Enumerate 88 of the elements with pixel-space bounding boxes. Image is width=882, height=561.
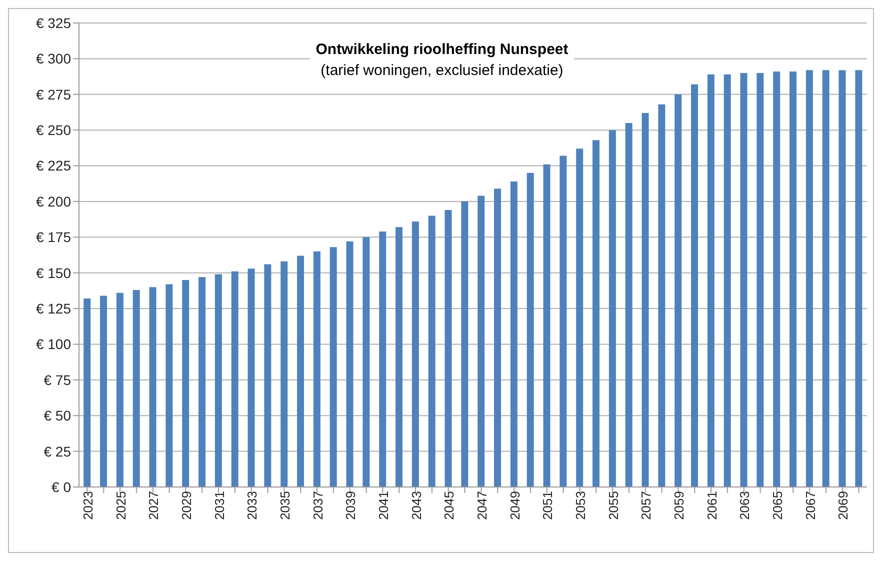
x-tick-label: 2039 (343, 491, 358, 520)
bar (379, 231, 386, 487)
bar (149, 287, 156, 487)
bar (756, 72, 764, 487)
bar (526, 172, 534, 487)
bar (724, 74, 731, 487)
bar (264, 264, 272, 487)
bar (560, 156, 567, 487)
bar (740, 72, 748, 487)
x-tick-label: 2063 (737, 491, 752, 520)
y-tick-label: € 225 (36, 158, 72, 174)
bar (166, 284, 173, 487)
x-tick-label: 2061 (704, 491, 720, 520)
x-tick-label: 2031 (212, 491, 227, 520)
bar (198, 277, 206, 487)
bar (428, 216, 436, 487)
x-tick-label: 2057 (638, 491, 654, 520)
bar (412, 221, 419, 487)
y-tick-label: € 200 (36, 193, 72, 210)
y-tick-label: € 50 (44, 408, 72, 424)
x-tick-label: 2069 (836, 491, 851, 520)
x-tick-label: 2045 (442, 491, 457, 520)
x-tick-label: 2029 (178, 491, 194, 520)
y-tick-label: € 275 (36, 86, 72, 102)
bar (855, 70, 862, 487)
x-tick-label: 2025 (113, 491, 128, 520)
bar (346, 241, 354, 487)
y-tick-label: € 100 (36, 336, 72, 352)
x-tick-label: 2037 (310, 491, 326, 520)
bar (297, 256, 304, 487)
bar (84, 298, 91, 487)
y-tick-label: € 325 (36, 14, 72, 31)
bar (396, 227, 403, 487)
bar (100, 296, 108, 487)
bar (806, 70, 813, 487)
bar (116, 292, 124, 487)
bar (182, 280, 190, 487)
bar (625, 122, 632, 487)
y-tick-label: € 175 (36, 229, 72, 246)
bar (248, 268, 255, 487)
x-tick-label: 2023 (80, 491, 96, 520)
bar (822, 70, 830, 487)
bar (790, 72, 797, 487)
y-tick-label: € 0 (52, 478, 72, 495)
bar (773, 72, 780, 487)
bar (543, 164, 550, 487)
y-tick-label: € 250 (36, 122, 72, 138)
text: Ontwikkeling rioolheffing Nunspeet (316, 41, 568, 58)
bar (674, 94, 682, 487)
bar (576, 148, 584, 487)
x-tick-label: 2059 (671, 491, 686, 520)
bar (231, 271, 238, 487)
x-tick-label: 2041 (376, 491, 391, 520)
bar (478, 196, 485, 487)
bar (707, 74, 714, 487)
x-tick-label: 2047 (474, 491, 490, 520)
x-tick-label: 2051 (540, 491, 556, 520)
x-tick-label: 2055 (606, 491, 621, 520)
x-tick-label: 2067 (802, 491, 818, 520)
x-tick-label: 2065 (770, 491, 785, 520)
bar (444, 210, 452, 487)
bar (313, 251, 320, 487)
x-tick-label: 2033 (244, 491, 260, 520)
y-tick-label: € 75 (44, 372, 72, 388)
y-tick-label: € 125 (36, 300, 72, 317)
bar (658, 104, 666, 487)
bar (330, 247, 337, 487)
y-tick-label: € 25 (44, 443, 72, 460)
y-tick-label: € 150 (36, 264, 72, 281)
bar (280, 261, 288, 487)
x-tick-label: 2049 (507, 491, 522, 520)
bar (592, 140, 600, 487)
bar (608, 130, 616, 487)
bar (494, 188, 502, 487)
x-tick-label: 2043 (408, 491, 424, 520)
x-tick-label: 2027 (146, 491, 162, 520)
bar (214, 274, 222, 487)
bar (132, 290, 140, 487)
y-tick-label: € 300 (36, 50, 72, 67)
bar (510, 181, 518, 487)
bar (362, 237, 370, 487)
bar (642, 112, 649, 487)
bar (838, 70, 846, 487)
text: (tarief woningen, exclusief indexatie) (320, 62, 564, 79)
x-tick-label: 2053 (572, 491, 588, 520)
x-tick-label: 2035 (277, 491, 292, 520)
bar (461, 201, 468, 487)
bar (691, 84, 698, 487)
